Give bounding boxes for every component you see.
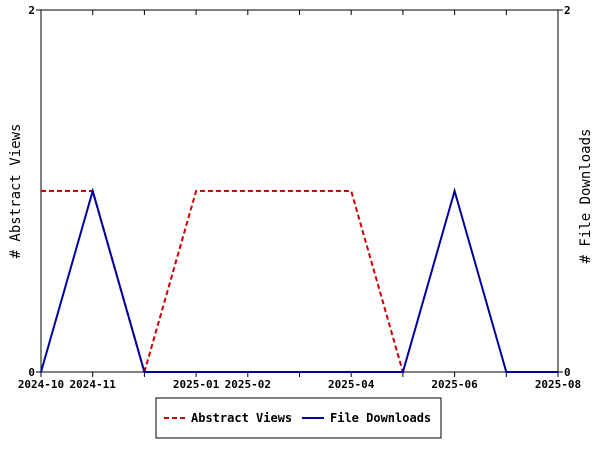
legend: Abstract Views File Downloads [155, 397, 442, 439]
x-tick-label: 2024-11 [70, 378, 117, 391]
x-tick-label: 2025-02 [225, 378, 271, 391]
y-right-axis-title: # File Downloads [578, 129, 594, 264]
y-left-tick-label: 0 [28, 366, 35, 379]
x-axis-ticks: 2024-10 2024-11 2025-01 2025-02 2025-04 2025-… [18, 10, 581, 391]
y-left-tick-label: 2 [28, 4, 35, 17]
x-tick-label: 2025-08 [535, 378, 581, 391]
y-left-axis-title: # Abstract Views [8, 124, 24, 259]
y-right-tick-label: 0 [564, 366, 571, 379]
x-tick-label: 2025-06 [431, 378, 478, 391]
legend-label-file-downloads: File Downloads [330, 411, 431, 425]
legend-label-abstract-views: Abstract Views [191, 411, 292, 425]
x-tick-label: 2025-01 [173, 378, 220, 391]
series-lines [40, 187, 558, 376]
x-tick-label: 2024-10 [18, 378, 64, 391]
series-line-file-downloads [40, 187, 558, 373]
x-tick-label: 2025-04 [328, 378, 375, 391]
y-axis-ticks: 0 0 2 2 [28, 4, 570, 379]
legend-box [155, 397, 442, 439]
y-right-tick-label: 2 [564, 4, 571, 17]
